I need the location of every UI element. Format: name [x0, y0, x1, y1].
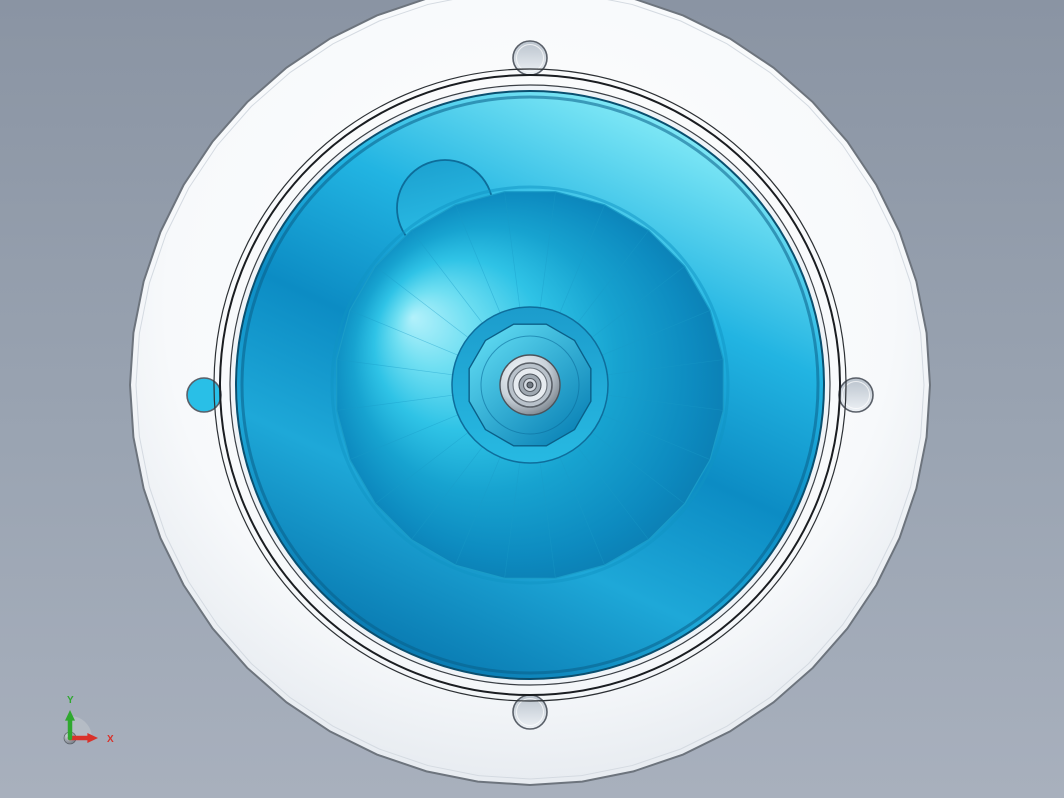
model-canvas[interactable] — [0, 0, 1064, 798]
flange-hole-bore — [513, 41, 547, 75]
flange-hole-bore — [187, 378, 221, 412]
center-drill — [527, 382, 533, 388]
flange-hole[interactable] — [839, 378, 873, 412]
flange-hole[interactable] — [187, 378, 221, 412]
flange-hole-bore — [513, 695, 547, 729]
flange-hole-bore — [839, 378, 873, 412]
flange-hole[interactable] — [513, 695, 547, 729]
cad-viewport[interactable]: XY — [0, 0, 1064, 798]
flange-hole[interactable] — [513, 41, 547, 75]
